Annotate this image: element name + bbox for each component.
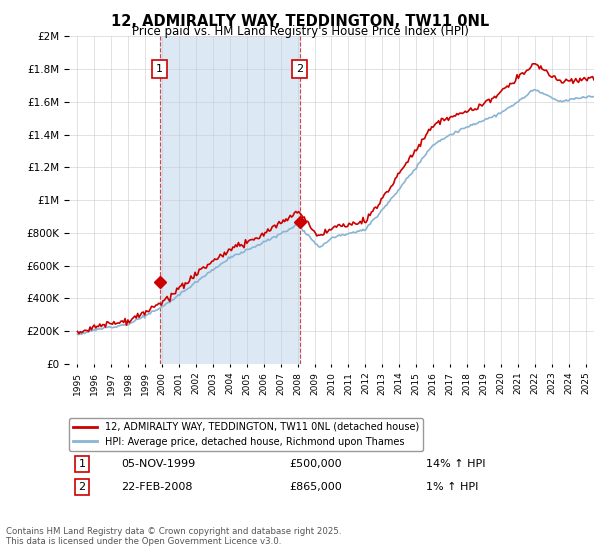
Bar: [160, 36, 300, 364]
Text: £500,000: £500,000: [290, 459, 342, 469]
Text: 1% ↑ HPI: 1% ↑ HPI: [426, 482, 478, 492]
Text: 1: 1: [79, 459, 86, 469]
Text: £865,000: £865,000: [290, 482, 342, 492]
Text: 1: 1: [156, 64, 163, 74]
Text: 05-NOV-1999: 05-NOV-1999: [121, 459, 196, 469]
Text: Contains HM Land Registry data © Crown copyright and database right 2025.
This d: Contains HM Land Registry data © Crown c…: [6, 526, 341, 546]
Text: 12, ADMIRALTY WAY, TEDDINGTON, TW11 0NL: 12, ADMIRALTY WAY, TEDDINGTON, TW11 0NL: [111, 14, 489, 29]
Legend: 12, ADMIRALTY WAY, TEDDINGTON, TW11 0NL (detached house), HPI: Average price, de: 12, ADMIRALTY WAY, TEDDINGTON, TW11 0NL …: [69, 418, 423, 451]
Text: 14% ↑ HPI: 14% ↑ HPI: [426, 459, 485, 469]
Text: 2: 2: [79, 482, 86, 492]
Text: 2: 2: [296, 64, 304, 74]
Text: 22-FEB-2008: 22-FEB-2008: [121, 482, 193, 492]
Text: Price paid vs. HM Land Registry's House Price Index (HPI): Price paid vs. HM Land Registry's House …: [131, 25, 469, 38]
